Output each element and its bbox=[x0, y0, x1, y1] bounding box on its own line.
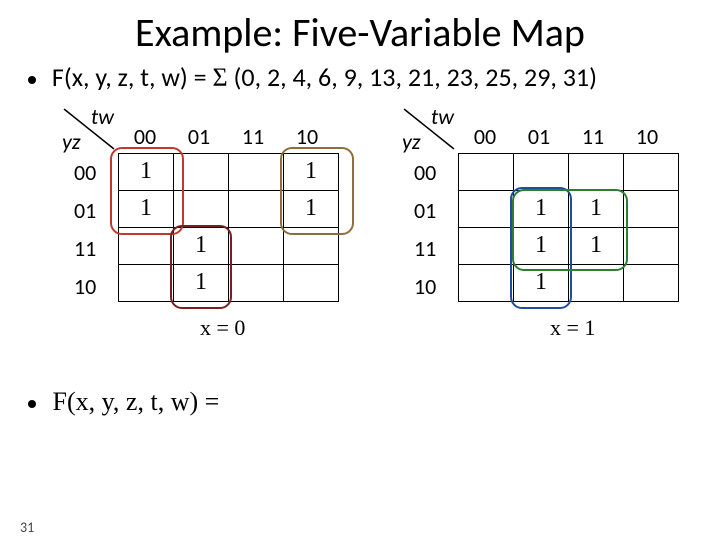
kmap-grid: 11 11 1 1 bbox=[118, 153, 339, 302]
col-hdr: 11 bbox=[226, 123, 280, 150]
sigma-symbol: Σ bbox=[213, 63, 228, 92]
col-hdr: 01 bbox=[172, 123, 226, 150]
cell bbox=[459, 190, 514, 227]
col-hdr: 10 bbox=[280, 123, 334, 150]
cell: 1 bbox=[284, 190, 339, 227]
cell bbox=[229, 190, 284, 227]
cell bbox=[119, 227, 174, 264]
kmap-area: tw yz 00 01 11 10 00 01 11 10 11 11 1 1 … bbox=[0, 95, 720, 375]
kmap-caption: x = 1 bbox=[550, 315, 595, 341]
cell bbox=[284, 227, 339, 264]
cell bbox=[624, 264, 679, 301]
row-hdr: 11 bbox=[414, 235, 436, 262]
cell bbox=[459, 153, 514, 190]
cell: 1 bbox=[569, 190, 624, 227]
cell bbox=[624, 190, 679, 227]
cell bbox=[229, 153, 284, 190]
cell: 1 bbox=[119, 190, 174, 227]
row-hdr: 01 bbox=[414, 197, 436, 224]
col-hdr: 01 bbox=[512, 123, 566, 150]
cell bbox=[459, 264, 514, 301]
cell: 1 bbox=[514, 264, 569, 301]
cell bbox=[229, 227, 284, 264]
cell bbox=[174, 190, 229, 227]
axis-tw: tw bbox=[431, 103, 454, 130]
cell bbox=[569, 264, 624, 301]
cell bbox=[229, 264, 284, 301]
cell bbox=[119, 264, 174, 301]
cell bbox=[624, 153, 679, 190]
bullet-icon bbox=[28, 400, 36, 408]
answer-line: F(x, y, z, t, w) = bbox=[28, 387, 720, 417]
cell: 1 bbox=[569, 227, 624, 264]
axis-tw: tw bbox=[91, 103, 114, 130]
axis-corner: tw yz bbox=[400, 105, 458, 153]
cell: 1 bbox=[174, 264, 229, 301]
answer-label: F(x, y, z, t, w) = bbox=[53, 387, 220, 416]
eq-terms: (0, 2, 4, 6, 9, 13, 21, 23, 25, 29, 31) bbox=[228, 61, 597, 93]
col-hdr: 00 bbox=[118, 123, 172, 150]
axis-corner: tw yz bbox=[60, 105, 118, 153]
row-hdr: 01 bbox=[74, 197, 96, 224]
col-hdr: 10 bbox=[620, 123, 674, 150]
axis-yz: yz bbox=[62, 128, 81, 155]
row-hdr: 10 bbox=[74, 273, 96, 300]
cell: 1 bbox=[119, 153, 174, 190]
cell bbox=[624, 227, 679, 264]
kmap-caption: x = 0 bbox=[200, 315, 245, 341]
cell: 1 bbox=[174, 227, 229, 264]
cell bbox=[514, 153, 569, 190]
eq-prefix: F(x, y, z, t, w) = bbox=[52, 61, 213, 93]
col-hdr: 00 bbox=[458, 123, 512, 150]
col-hdr: 11 bbox=[566, 123, 620, 150]
cell: 1 bbox=[514, 227, 569, 264]
cell: 1 bbox=[514, 190, 569, 227]
cell bbox=[569, 153, 624, 190]
bullet-icon bbox=[28, 76, 36, 84]
kmap-grid: 11 11 1 bbox=[458, 153, 679, 302]
row-hdr: 11 bbox=[74, 235, 96, 262]
equation-line: F(x, y, z, t, w) = Σ (0, 2, 4, 6, 9, 13,… bbox=[28, 61, 720, 95]
axis-yz: yz bbox=[402, 128, 421, 155]
slide-title: Example: Five-Variable Map bbox=[0, 8, 720, 57]
row-hdr: 10 bbox=[414, 273, 436, 300]
cell bbox=[284, 264, 339, 301]
cell bbox=[174, 153, 229, 190]
row-hdr: 00 bbox=[74, 159, 96, 186]
cell bbox=[459, 227, 514, 264]
row-hdr: 00 bbox=[414, 159, 436, 186]
slide-number: 31 bbox=[20, 519, 34, 536]
cell: 1 bbox=[284, 153, 339, 190]
